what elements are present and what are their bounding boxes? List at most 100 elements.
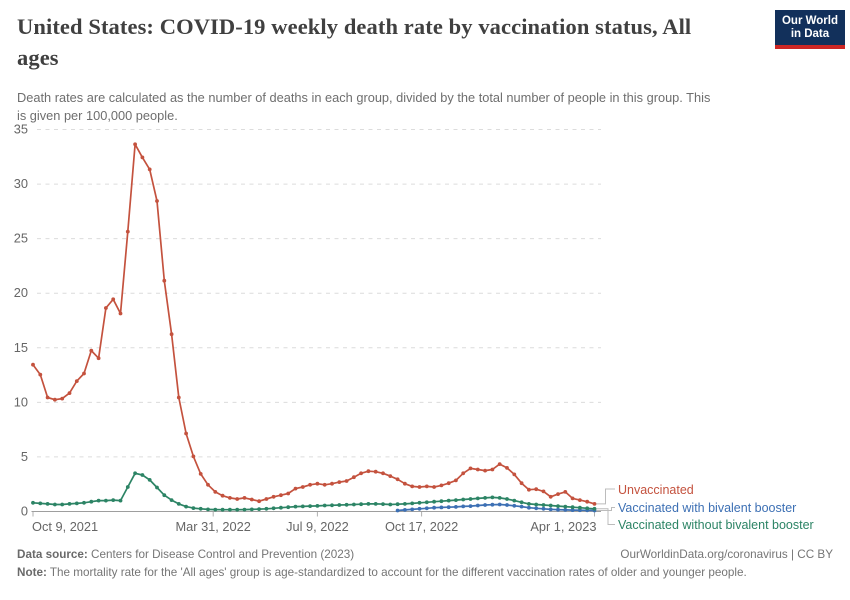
data-point	[286, 491, 291, 496]
data-point	[249, 507, 254, 512]
legend-connector	[596, 488, 615, 505]
data-point	[96, 356, 101, 361]
data-point	[395, 502, 400, 507]
data-point	[31, 500, 35, 505]
data-point	[373, 469, 378, 474]
legend-item-vaccinated-without-bivalent-booster[interactable]: Vaccinated without bivalent booster	[618, 518, 814, 532]
data-point	[271, 506, 276, 511]
y-tick-label: 15	[14, 340, 28, 355]
data-point	[300, 504, 305, 509]
data-point	[512, 498, 517, 503]
data-point	[410, 507, 415, 512]
data-point	[220, 493, 225, 498]
data-point	[271, 494, 276, 499]
y-tick-label: 20	[14, 285, 28, 300]
data-point	[446, 505, 451, 510]
data-point	[461, 497, 466, 502]
data-point	[337, 503, 342, 507]
data-point	[53, 397, 57, 402]
owid-logo-line1: Our World	[781, 15, 838, 27]
data-point	[242, 496, 247, 500]
data-point	[184, 504, 189, 509]
data-point	[184, 431, 189, 436]
data-point	[206, 482, 210, 487]
data-point	[446, 498, 451, 503]
data-point	[344, 502, 349, 507]
data-point	[228, 507, 232, 512]
y-tick-label: 0	[21, 504, 28, 519]
data-point	[213, 507, 218, 512]
data-point	[206, 507, 210, 512]
data-point	[534, 487, 539, 492]
data-point	[570, 508, 575, 512]
y-tick-label: 5	[21, 449, 28, 464]
data-point	[264, 497, 269, 501]
chart-subtitle-line1: Death rates are calculated as the number…	[17, 90, 711, 105]
data-point	[534, 502, 539, 507]
data-point	[527, 502, 531, 506]
data-point	[578, 498, 582, 502]
x-tick-label: Oct 17, 2022	[385, 519, 458, 534]
data-point	[366, 502, 371, 506]
data-point	[147, 167, 152, 172]
data-point	[352, 475, 356, 480]
data-point	[74, 379, 79, 383]
data-point	[337, 480, 342, 484]
data-point	[242, 507, 247, 512]
data-point	[67, 391, 72, 395]
legend-item-unvaccinated[interactable]: Unvaccinated	[618, 483, 694, 497]
data-point	[439, 483, 444, 488]
data-point	[541, 489, 546, 494]
owid-logo[interactable]: Our World in Data	[774, 10, 845, 49]
data-point	[38, 372, 43, 377]
data-point	[424, 506, 429, 511]
legend-item-vaccinated-with-bivalent-booster[interactable]: Vaccinated with bivalent booster	[618, 501, 797, 515]
data-point	[410, 501, 415, 506]
data-point	[570, 505, 575, 510]
data-point	[381, 471, 385, 476]
footer-source-row: Data source: Centers for Disease Control…	[17, 547, 833, 562]
data-point	[475, 467, 480, 472]
data-point	[118, 498, 123, 503]
data-point	[497, 502, 502, 507]
data-point	[125, 485, 130, 489]
data-point	[395, 477, 400, 482]
data-point	[104, 306, 108, 310]
data-point	[424, 484, 429, 489]
data-point	[461, 504, 466, 509]
page-title-line1: United States: COVID-19 weekly death rat…	[17, 14, 692, 39]
data-point	[417, 485, 422, 489]
data-point	[585, 506, 590, 511]
data-point	[322, 503, 327, 508]
data-point	[432, 499, 436, 504]
data-point	[410, 484, 415, 489]
x-tick-label: Apr 1, 2023	[530, 519, 596, 534]
data-point	[111, 498, 116, 502]
data-point	[439, 505, 444, 510]
data-point	[315, 504, 320, 508]
data-point	[147, 478, 152, 482]
data-point	[483, 468, 487, 473]
data-point	[155, 199, 159, 203]
data-point	[490, 495, 495, 500]
data-point	[125, 229, 130, 234]
rights-link[interactable]: OurWorldinData.org/coronavirus | CC BY	[620, 548, 833, 561]
data-point	[133, 471, 138, 476]
y-tick-label: 25	[14, 231, 28, 246]
data-point	[512, 472, 517, 477]
data-point	[74, 501, 79, 506]
legend-connector	[596, 508, 615, 525]
data-point	[279, 493, 283, 498]
data-point	[366, 469, 371, 474]
data-point	[235, 497, 240, 501]
data-point	[133, 142, 138, 147]
note-text: The mortality rate for the 'All ages' gr…	[46, 566, 747, 579]
data-point	[490, 467, 495, 472]
data-point	[497, 496, 502, 500]
data-point	[519, 500, 524, 505]
data-point	[556, 504, 560, 508]
data-point	[381, 502, 385, 506]
data-point	[592, 506, 597, 511]
data-point	[548, 507, 553, 512]
